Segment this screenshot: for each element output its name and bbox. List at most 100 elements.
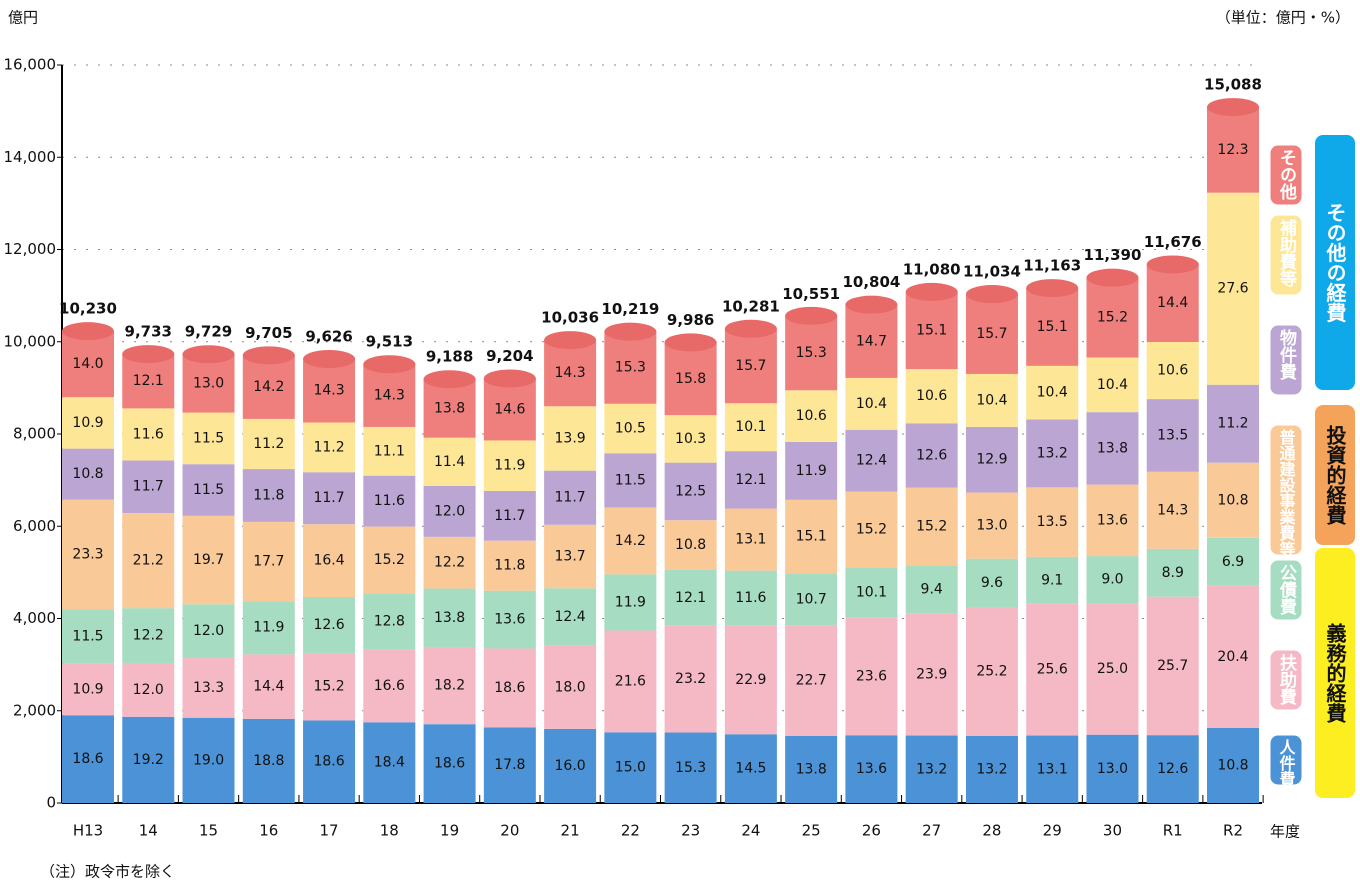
bar-segment xyxy=(1086,277,1139,358)
segment-label: 23.9 xyxy=(916,666,947,682)
segment-label: 14.2 xyxy=(253,379,284,395)
bar-segment xyxy=(423,588,476,648)
segment-label: 11.9 xyxy=(253,620,284,636)
segment-label: 10.6 xyxy=(916,388,947,404)
segment-label: 22.9 xyxy=(735,672,766,688)
bar-segment xyxy=(544,470,597,525)
segment-label: 11.7 xyxy=(133,479,164,495)
bar-segment xyxy=(363,722,416,803)
y-tick-label: 2,000 xyxy=(13,701,56,719)
bar-segment xyxy=(242,469,295,522)
bar-segment xyxy=(965,558,1018,608)
segment-label: 12.6 xyxy=(1157,761,1188,777)
bar-segment xyxy=(544,406,597,471)
segment-label: 18.2 xyxy=(434,678,465,694)
bar-segment xyxy=(182,604,235,659)
segment-label: 11.5 xyxy=(193,482,224,498)
legend-label: 物件費 xyxy=(1276,328,1297,381)
y-tick-label: 10,000 xyxy=(4,332,57,350)
cylinder-top xyxy=(62,322,114,341)
segment-label: 17.8 xyxy=(494,757,525,773)
total-label: 11,080 xyxy=(903,260,961,278)
segment-label: 9.6 xyxy=(981,575,1003,591)
bar-segment xyxy=(423,486,476,537)
x-tick-label: 24 xyxy=(741,822,760,840)
segment-label: 16.6 xyxy=(374,678,405,694)
total-label: 11,163 xyxy=(1023,257,1081,275)
bar-segment xyxy=(1026,288,1079,366)
bar-segment xyxy=(423,647,476,725)
legend-box xyxy=(1269,214,1303,296)
y-tick-label: 14,000 xyxy=(4,148,57,166)
bar-segment xyxy=(303,652,356,721)
segment-label: 15.3 xyxy=(796,345,827,361)
segment-label: 12.5 xyxy=(675,483,706,499)
bar-segment xyxy=(1207,107,1259,193)
bar-segment xyxy=(182,515,235,605)
x-tick-label: 17 xyxy=(320,822,339,840)
bar-segment xyxy=(62,331,114,398)
legend-label: 普通建設事業費等 xyxy=(1277,428,1297,558)
segment-label: 21.6 xyxy=(615,673,646,689)
bar-segment xyxy=(1146,341,1199,400)
cylinder-top xyxy=(242,346,295,365)
legend-box xyxy=(1269,144,1303,206)
bar-segment xyxy=(363,426,416,476)
segment-label: 13.9 xyxy=(555,430,586,446)
segment-label: 15.8 xyxy=(675,371,706,387)
segment-label: 12.6 xyxy=(313,617,344,633)
segment-label: 16.0 xyxy=(555,758,586,774)
segment-label: 14.4 xyxy=(253,679,284,695)
segment-label: 11.6 xyxy=(374,493,405,509)
segment-label: 13.0 xyxy=(976,518,1007,534)
segment-label: 14.3 xyxy=(313,383,344,399)
total-label: 10,230 xyxy=(59,300,117,318)
total-label: 9,626 xyxy=(305,328,352,346)
bar-segment xyxy=(965,607,1018,736)
group-label: 投資的経費 xyxy=(1323,424,1347,526)
segment-label: 11.7 xyxy=(313,490,344,506)
segment-label: 14.0 xyxy=(72,356,103,372)
x-tick-label: 21 xyxy=(561,822,580,840)
segment-label: 11.2 xyxy=(1217,416,1248,432)
segment-label: 17.7 xyxy=(253,553,284,569)
bar-segment xyxy=(1146,399,1199,472)
segment-label: 25.2 xyxy=(976,664,1007,680)
segment-label: 27.6 xyxy=(1217,281,1248,297)
bar-segment xyxy=(122,408,175,461)
bar-segment xyxy=(845,491,898,568)
legend-box xyxy=(1269,559,1303,621)
segment-label: 13.3 xyxy=(193,680,224,696)
bar-segment xyxy=(724,451,777,509)
y-tick-label: 12,000 xyxy=(4,240,57,258)
bar-segment xyxy=(604,331,657,404)
legend-label: 人件費 xyxy=(1277,739,1296,788)
legend-label: 公債費 xyxy=(1276,564,1298,616)
bar-segment xyxy=(303,422,356,473)
segment-label: 20.4 xyxy=(1217,649,1248,665)
cylinder-top xyxy=(1026,279,1079,298)
segment-label: 12.1 xyxy=(675,590,706,606)
total-label: 10,281 xyxy=(722,297,780,315)
segment-label: 12.4 xyxy=(555,609,586,625)
segment-label: 11.9 xyxy=(796,463,827,479)
x-tick-label: 26 xyxy=(862,822,881,840)
bar-segment xyxy=(242,521,295,602)
segment-label: 11.2 xyxy=(253,436,284,452)
bar-segment xyxy=(303,472,356,525)
bar-segment xyxy=(544,340,597,407)
segment-label: 12.0 xyxy=(133,682,164,698)
bar-segment xyxy=(905,487,958,566)
segment-label: 15.2 xyxy=(374,552,405,568)
cylinder-top xyxy=(483,369,536,388)
bar-segment xyxy=(1026,556,1079,604)
segment-label: 14.5 xyxy=(735,761,766,777)
segment-label: 15.1 xyxy=(796,529,827,545)
bar-segment xyxy=(724,508,777,571)
segment-label: 19.7 xyxy=(193,552,224,568)
segment-label: 11.5 xyxy=(193,430,224,446)
segment-label: 13.2 xyxy=(976,761,1007,777)
cylinder-top xyxy=(303,350,356,369)
bar-segment xyxy=(785,315,838,391)
bar-segment xyxy=(62,397,114,449)
